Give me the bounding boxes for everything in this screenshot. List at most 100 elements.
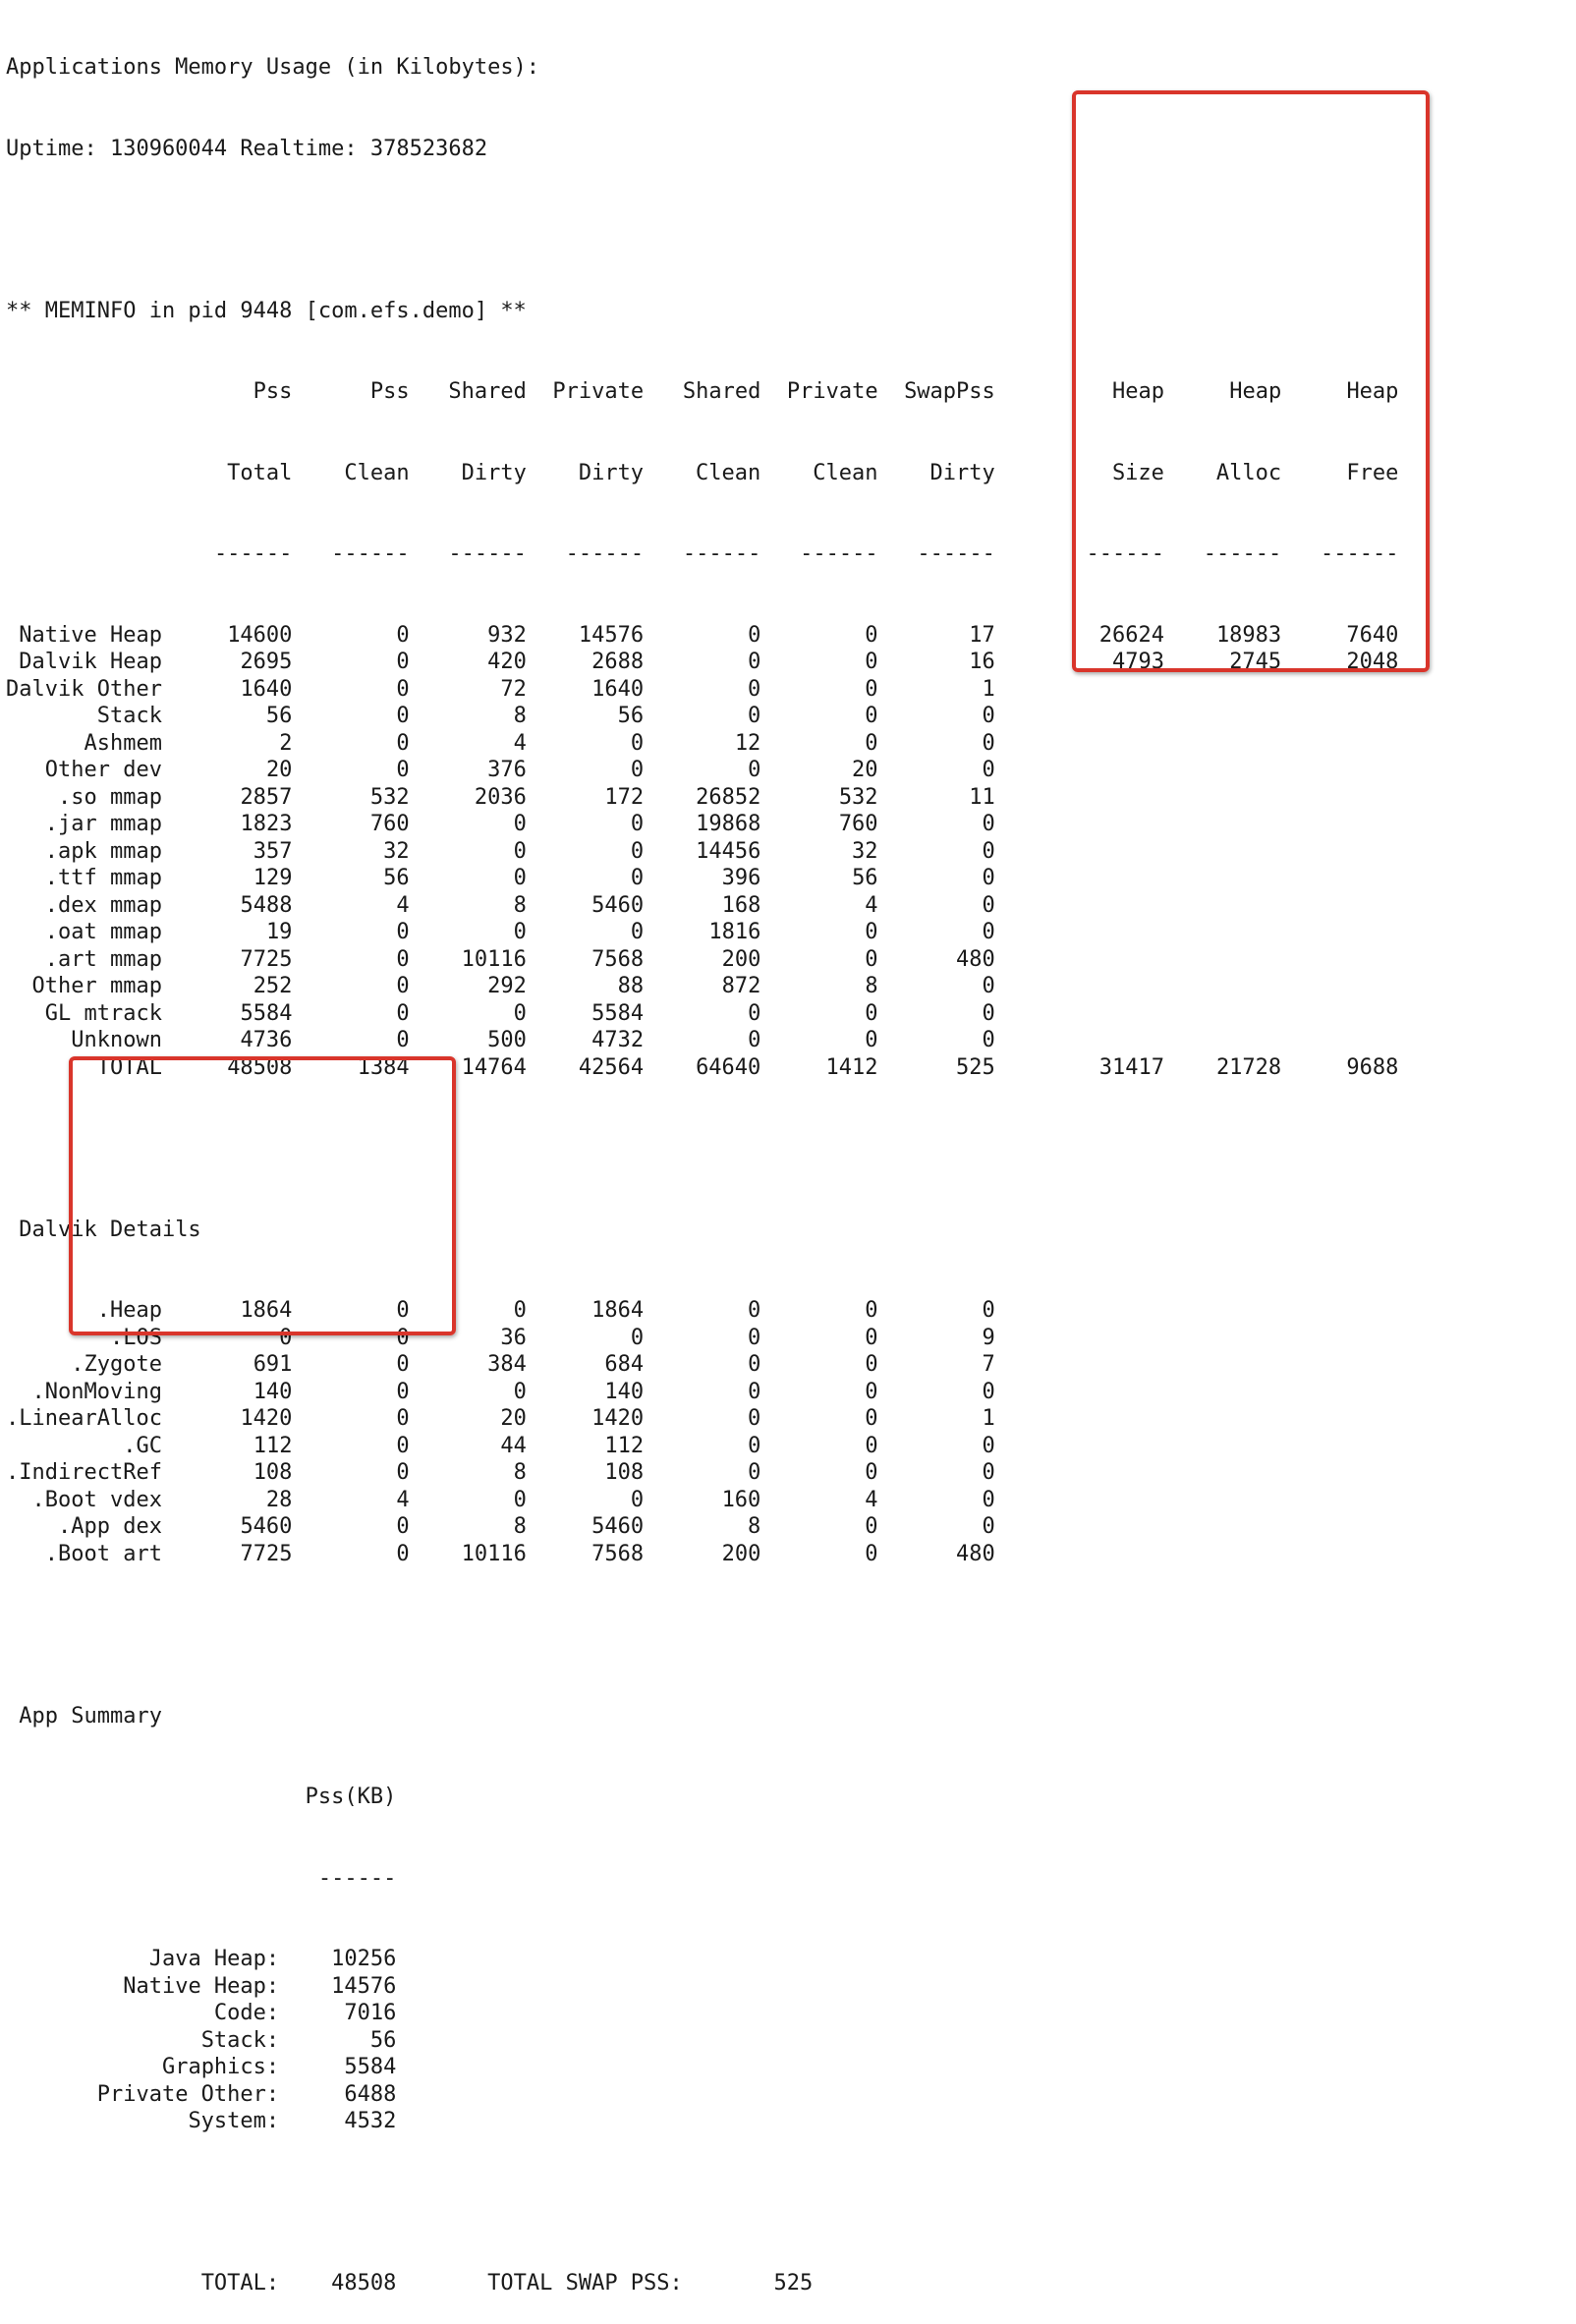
dalvik-details-table: .Heap 1864 0 0 1864 0 0 0 .LOS 0 0 36 0 …: [6, 1297, 1399, 1567]
column-header-bottom-cell: Free: [1346, 460, 1399, 485]
cell-value: 0: [396, 1433, 410, 1458]
cell-value: 0: [630, 1325, 645, 1350]
table-row: .dex mmap 5488 4 8 5460 168 4 0: [6, 892, 1399, 920]
summary-row: Stack: 56: [6, 2027, 1399, 2055]
row-label: .Heap: [96, 1298, 162, 1323]
cell-value: 14600: [227, 622, 293, 648]
cell-value: 7568: [591, 1541, 645, 1566]
cell-value: 0: [865, 946, 878, 972]
cell-value: 0: [982, 730, 995, 756]
summary-total-label: TOTAL:: [200, 2271, 280, 2296]
cell-value: 0: [865, 1406, 878, 1431]
cell-value: 0: [396, 1028, 410, 1052]
column-dash: ------: [213, 541, 293, 566]
cell-value: 0: [865, 704, 878, 728]
cell-value: 0: [396, 1298, 410, 1323]
cell-value: 7640: [1346, 622, 1399, 648]
column-dash: ------: [1086, 541, 1165, 566]
cell-value: 0: [513, 866, 527, 890]
cell-value: 532: [369, 784, 410, 810]
cell-value: 31417: [1098, 1054, 1164, 1080]
row-label: .Zygote: [71, 1352, 162, 1377]
cell-value: 396: [721, 866, 761, 890]
cell-value: 4736: [240, 1028, 293, 1052]
cell-value: 4: [396, 1487, 410, 1512]
summary-title-text: App Summary: [19, 1703, 162, 1729]
cell-value: 0: [982, 838, 995, 864]
summary-row: Code: 7016: [6, 2000, 1399, 2027]
cell-value: 0: [396, 730, 410, 756]
column-dash: ------: [331, 541, 410, 566]
row-label: .Boot art: [44, 1541, 162, 1566]
cell-value: 420: [487, 650, 527, 674]
cell-value: 0: [748, 704, 761, 728]
summary-row: System: 4532: [6, 2108, 1399, 2135]
cell-value: 0: [982, 1433, 995, 1458]
summary-value: 56: [369, 2027, 397, 2053]
cell-value: 20: [500, 1406, 527, 1431]
app-summary-title: App Summary: [6, 1703, 1399, 1730]
cell-value: 14456: [696, 838, 761, 864]
cell-value: 532: [838, 784, 878, 810]
cell-value: 2048: [1346, 650, 1399, 674]
row-label: TOTAL: [96, 1054, 162, 1080]
cell-value: 0: [513, 1487, 527, 1512]
table-row: .art mmap 7725 0 10116 7568 200 0 480: [6, 946, 1399, 974]
cell-value: 4732: [591, 1028, 645, 1052]
cell-value: 16: [969, 650, 995, 674]
row-label: Other dev: [44, 758, 162, 782]
column-header-bottom-cell: Dirty: [929, 460, 995, 485]
summary-column-label: Pss(KB): [305, 1785, 397, 1809]
summary-label: Native Heap:: [123, 1973, 280, 1999]
summary-label: Graphics:: [161, 2055, 280, 2079]
summary-row: Java Heap: 10256: [6, 1946, 1399, 1973]
cell-value: 0: [865, 650, 878, 674]
dalvik-title-text: Dalvik Details: [19, 1217, 201, 1242]
table-row: .Boot art 7725 0 10116 7568 200 0 480: [6, 1541, 1399, 1568]
cell-value: 26852: [696, 784, 761, 810]
swap-total-label: TOTAL SWAP PSS:: [487, 2271, 683, 2296]
cell-value: 691: [253, 1352, 293, 1377]
cell-value: 21728: [1215, 1054, 1282, 1080]
cell-value: 0: [865, 1028, 878, 1052]
column-header-top-cell: Shared: [448, 379, 527, 404]
column-header-bottom-cell: Total: [227, 460, 293, 485]
table-row: .apk mmap 357 32 0 0 14456 32 0: [6, 838, 1399, 866]
cell-value: 500: [487, 1028, 527, 1052]
cell-value: 0: [748, 1325, 761, 1350]
cell-value: 480: [956, 946, 995, 972]
table-row: .IndirectRef 108 0 8 108 0 0 0: [6, 1459, 1399, 1487]
cell-value: 0: [748, 1433, 761, 1458]
cell-value: 0: [396, 622, 410, 648]
cell-value: 0: [396, 704, 410, 728]
summary-value: 6488: [344, 2081, 397, 2107]
column-header-bottom-cell: Size: [1111, 460, 1164, 485]
cell-value: 48508: [227, 1054, 293, 1080]
table-row: .Heap 1864 0 0 1864 0 0 0: [6, 1297, 1399, 1325]
cell-value: 88: [617, 974, 645, 998]
cell-value: 0: [396, 1514, 410, 1539]
table-row: .App dex 5460 0 8 5460 8 0 0: [6, 1513, 1399, 1541]
cell-value: 108: [253, 1460, 293, 1485]
cell-value: 0: [982, 866, 995, 890]
table-row: .GC 112 0 44 112 0 0 0: [6, 1433, 1399, 1460]
cell-value: 0: [279, 1325, 293, 1350]
cell-value: 1640: [240, 676, 293, 702]
cell-value: 0: [865, 1514, 878, 1539]
blank-line: [6, 1135, 1399, 1162]
cell-value: 0: [513, 920, 527, 944]
blank-line: [6, 1621, 1399, 1649]
cell-value: 0: [396, 1541, 410, 1566]
cell-value: 0: [630, 920, 645, 944]
cell-value: 28: [265, 1487, 293, 1512]
cell-value: 42564: [578, 1054, 645, 1080]
column-header-dashes: ------ ------ ------ ------ ------ -----…: [6, 540, 1399, 568]
table-row: .oat mmap 19 0 0 0 1816 0 0: [6, 919, 1399, 946]
table-row: .so mmap 2857 532 2036 172 26852 532 11: [6, 784, 1399, 812]
table-row: Other dev 20 0 376 0 0 20 0: [6, 757, 1399, 784]
cell-value: 0: [748, 1406, 761, 1431]
summary-label: System:: [188, 2109, 280, 2133]
column-header-top-cell: Private: [786, 379, 878, 404]
cell-value: 2: [279, 730, 293, 756]
cell-value: 5584: [240, 1000, 293, 1026]
